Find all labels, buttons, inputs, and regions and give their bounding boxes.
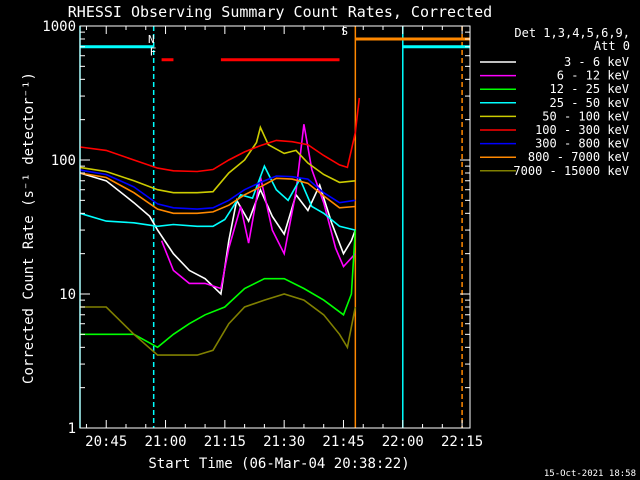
legend-title-line: Att 0 — [594, 39, 630, 53]
series-line-3 — [79, 164, 356, 231]
x-tick-label: 20:45 — [85, 434, 127, 450]
flag-S-label: S — [341, 25, 348, 38]
flag-bars: NF S — [80, 25, 470, 62]
y-tick-label: 1000 — [42, 19, 76, 35]
footer-date: 15-Oct-2021 18:58 — [544, 469, 636, 479]
y-tick-label: 100 — [51, 153, 76, 169]
legend-label-5: 100 - 300 keV — [535, 123, 629, 137]
chart-title: RHESSI Observing Summary Count Rates, Co… — [68, 3, 492, 21]
series-line-8 — [80, 293, 357, 356]
y-tick-label: 10 — [59, 287, 76, 303]
x-tick-label: 21:00 — [144, 434, 186, 450]
legend-title-line: Det 1,3,4,5,6,9, — [514, 26, 630, 40]
legend-label-4: 50 - 100 keV — [542, 109, 629, 123]
flag-N-label: N — [148, 33, 155, 46]
legend-label-1: 6 - 12 keV — [557, 69, 629, 83]
plot-frame — [79, 25, 471, 429]
series-line-0 — [79, 172, 357, 296]
x-tick-label: 22:00 — [382, 434, 424, 450]
legend-label-2: 12 - 25 keV — [550, 82, 629, 96]
series-line-6 — [79, 169, 356, 210]
y-tick-label: 1 — [68, 421, 76, 437]
series-lines — [79, 97, 361, 356]
legend-label-7: 800 - 7000 keV — [528, 150, 629, 164]
series-line-2 — [80, 230, 357, 349]
flag-F-label: F — [150, 46, 157, 59]
series-line-7 — [79, 172, 356, 215]
series-line-5 — [79, 97, 361, 173]
legend-label-3: 25 - 50 keV — [550, 96, 629, 110]
x-tick-label: 21:30 — [263, 434, 305, 450]
x-axis-label: Start Time (06-Mar-04 20:38:22) — [148, 456, 409, 472]
x-tick-label: 22:15 — [441, 434, 483, 450]
series-line-4 — [79, 125, 356, 194]
x-tick-label: 21:45 — [322, 434, 364, 450]
legend-label-6: 300 - 800 keV — [535, 137, 629, 151]
series-line-1 — [160, 124, 356, 290]
y-axis-ticks: 1 10 100 1000 — [42, 19, 470, 437]
legend-label-0: 3 - 6 keV — [564, 55, 629, 69]
x-axis-ticks: 20:45 21:00 21:15 21:30 21:45 22:00 22:15 — [85, 26, 483, 450]
y-axis-label: Corrected Count Rate (s⁻¹ detector⁻¹) — [21, 72, 37, 384]
x-tick-label: 21:15 — [204, 434, 246, 450]
legend-label-8: 7000 - 15000 keV — [513, 164, 629, 178]
